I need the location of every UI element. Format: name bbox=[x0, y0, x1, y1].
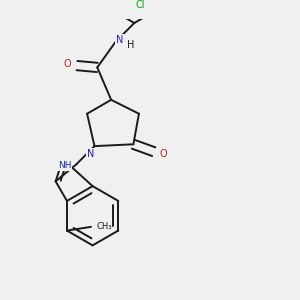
Text: N: N bbox=[87, 148, 94, 158]
Text: O: O bbox=[159, 148, 167, 158]
Text: NH: NH bbox=[58, 161, 72, 170]
Text: H: H bbox=[127, 40, 134, 50]
Text: CH₃: CH₃ bbox=[96, 222, 112, 231]
Text: N: N bbox=[116, 35, 123, 45]
Text: Cl: Cl bbox=[135, 0, 145, 11]
Text: O: O bbox=[64, 59, 71, 69]
